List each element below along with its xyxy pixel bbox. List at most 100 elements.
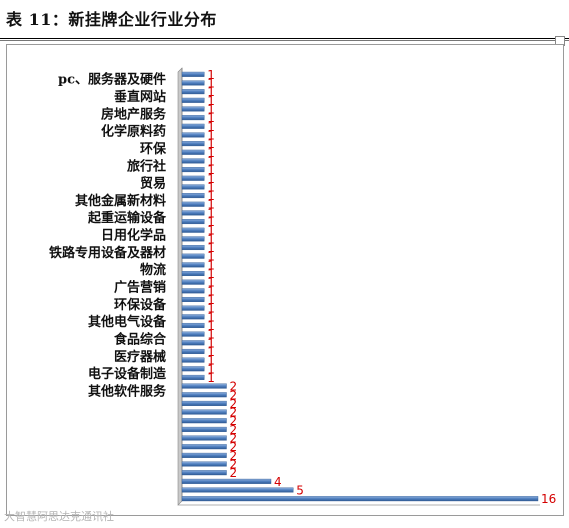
tick-label: 医疗器械: [114, 349, 166, 365]
tick-label: 其他金属新材料: [75, 193, 166, 209]
bar: [181, 210, 205, 216]
data-label: 2: [230, 458, 238, 472]
bar: [181, 236, 205, 242]
watermark: 大智慧阿思达克通讯社: [4, 510, 114, 523]
bar: [181, 305, 205, 311]
data-label: 1: [207, 258, 215, 272]
data-label: 1: [207, 102, 215, 116]
data-label: 16: [541, 492, 556, 506]
tick-label: 食品综合: [114, 331, 167, 347]
data-label: 1: [207, 68, 215, 82]
bar: [181, 366, 205, 372]
tick-label: 房地产服务: [101, 106, 167, 122]
bar: [181, 322, 205, 328]
bar: [181, 383, 227, 389]
data-label: 1: [207, 362, 215, 376]
title-rule: [0, 38, 569, 39]
data-label: 1: [207, 76, 215, 90]
tick-label: 环保: [140, 141, 167, 157]
page-title: 表 11：新挂牌企业行业分布: [6, 10, 217, 29]
bar: [181, 409, 227, 415]
bar: [181, 80, 205, 86]
title-rule-secondary: [0, 40, 569, 41]
data-label: 1: [207, 276, 215, 290]
tick-label: 日用化学品: [101, 228, 166, 244]
data-label: 2: [230, 449, 238, 463]
data-label: 2: [230, 414, 238, 428]
data-label: 2: [230, 406, 238, 420]
bar: [181, 175, 205, 181]
bar: [181, 452, 227, 458]
bar: [181, 331, 205, 337]
bar: [181, 470, 227, 476]
data-label: 2: [230, 388, 238, 402]
data-label: 1: [207, 232, 215, 246]
bar: [181, 115, 205, 121]
tick-label: 铁路专用设备及器材: [48, 245, 166, 261]
title-bar: 表 11：新挂牌企业行业分布: [0, 0, 569, 34]
data-label: 1: [207, 284, 215, 298]
bar: [181, 245, 205, 251]
tick-label: 广告营销: [114, 280, 166, 296]
bar: [181, 184, 205, 190]
bar: [181, 201, 205, 207]
bar: [181, 262, 205, 268]
data-label: 1: [207, 241, 215, 255]
data-label: 1: [207, 345, 215, 359]
data-label: 1: [207, 267, 215, 281]
tick-label: pc、服务器及硬件: [58, 72, 166, 88]
bar: [181, 418, 227, 424]
data-label: 1: [207, 189, 215, 203]
tick-label: 其他电气设备: [88, 314, 167, 330]
data-label: 1: [207, 371, 215, 385]
bar: [181, 141, 205, 147]
tick-label: 起重运输设备: [87, 210, 167, 226]
data-label: 1: [207, 111, 215, 125]
data-label: 1: [207, 163, 215, 177]
bar: [181, 158, 205, 164]
bar: [181, 219, 205, 225]
bar: [181, 348, 205, 354]
data-label: 2: [230, 380, 238, 394]
data-label: 1: [207, 319, 215, 333]
data-label: 1: [207, 128, 215, 142]
tick-label: 化学原料药: [101, 124, 166, 140]
bar: [181, 167, 205, 173]
bar: [181, 400, 227, 406]
data-label: 2: [230, 397, 238, 411]
bar: [181, 288, 205, 294]
bar: [181, 435, 227, 441]
bar: [181, 357, 205, 363]
data-label: 5: [296, 484, 304, 498]
tick-label: 其他软件服务: [88, 383, 167, 399]
data-label: 1: [207, 215, 215, 229]
tick-label: 旅行社: [127, 158, 166, 174]
bar: [181, 132, 205, 138]
bar: [181, 496, 539, 502]
data-label: 2: [230, 432, 238, 446]
bar: [181, 340, 205, 346]
bar: [181, 444, 227, 450]
bar: [181, 89, 205, 95]
bar: [181, 271, 205, 277]
bar: [181, 296, 205, 302]
data-label: 1: [207, 250, 215, 264]
tick-label: 垂直网站: [114, 89, 166, 105]
data-label: 4: [274, 475, 282, 489]
data-label: 1: [207, 206, 215, 220]
tick-label: 环保设备: [114, 297, 167, 313]
data-label: 1: [207, 310, 215, 324]
bar: [181, 106, 205, 112]
bar: [181, 461, 227, 467]
tick-label: 贸易: [140, 176, 166, 192]
tick-label: 电子设备制造: [88, 366, 167, 382]
data-label: 1: [207, 180, 215, 194]
chart-frame: [6, 44, 564, 516]
data-label: 2: [230, 423, 238, 437]
data-label: 2: [230, 440, 238, 454]
data-label: 1: [207, 172, 215, 186]
data-label: 1: [207, 94, 215, 108]
bar: [181, 374, 205, 380]
data-label: 1: [207, 328, 215, 342]
